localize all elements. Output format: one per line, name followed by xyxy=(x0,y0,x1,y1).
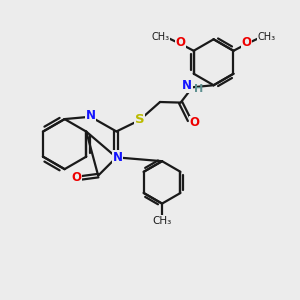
Text: N: N xyxy=(85,109,95,122)
Text: O: O xyxy=(242,36,252,49)
Text: O: O xyxy=(176,36,185,49)
Text: O: O xyxy=(190,116,200,129)
Text: CH₃: CH₃ xyxy=(152,32,170,42)
Text: N: N xyxy=(113,151,123,164)
Text: S: S xyxy=(135,112,144,126)
Text: H: H xyxy=(194,84,203,94)
Text: CH₃: CH₃ xyxy=(257,32,275,42)
Text: O: O xyxy=(71,172,81,184)
Text: CH₃: CH₃ xyxy=(152,216,172,226)
Text: N: N xyxy=(182,79,192,92)
